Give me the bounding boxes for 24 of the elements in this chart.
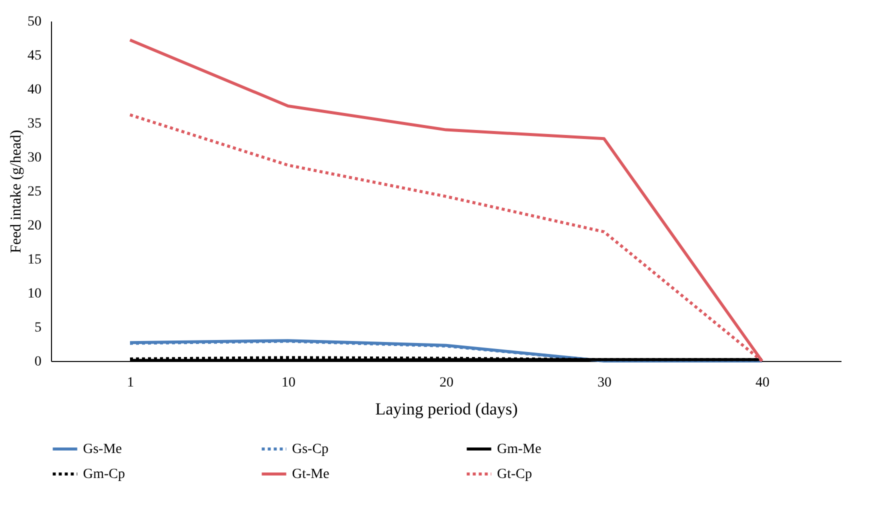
legend-label: Gm-Me	[497, 442, 542, 457]
y-tick-label: 0	[34, 354, 42, 370]
y-tick-label: 35	[28, 116, 42, 132]
x-tick-label: 1	[127, 376, 134, 390]
y-tick-label: 40	[28, 82, 42, 98]
y-axis-title: Feed intake (g/head)	[8, 130, 24, 254]
x-tick-label: 40	[756, 376, 770, 390]
legend-label: Gt-Cp	[497, 467, 532, 482]
legend-label: Gs-Me	[83, 442, 122, 457]
legend-label: Gm-Cp	[83, 467, 125, 482]
y-tick-label: 25	[28, 184, 42, 200]
y-tick-label: 45	[28, 48, 42, 64]
y-tick-label: 30	[28, 150, 42, 166]
x-tick-label: 10	[282, 376, 296, 390]
legend-label: Gt-Me	[292, 467, 330, 482]
y-tick-label: 50	[28, 14, 42, 30]
legend-label: Gs-Cp	[292, 442, 329, 457]
y-tick-label: 15	[28, 252, 42, 268]
y-tick-label: 5	[34, 320, 42, 336]
y-tick-label: 10	[28, 286, 42, 302]
x-tick-label: 20	[440, 376, 454, 390]
x-axis-title: Laying period (days)	[375, 400, 518, 418]
y-tick-label: 20	[28, 218, 42, 234]
x-tick-label: 30	[598, 376, 612, 390]
